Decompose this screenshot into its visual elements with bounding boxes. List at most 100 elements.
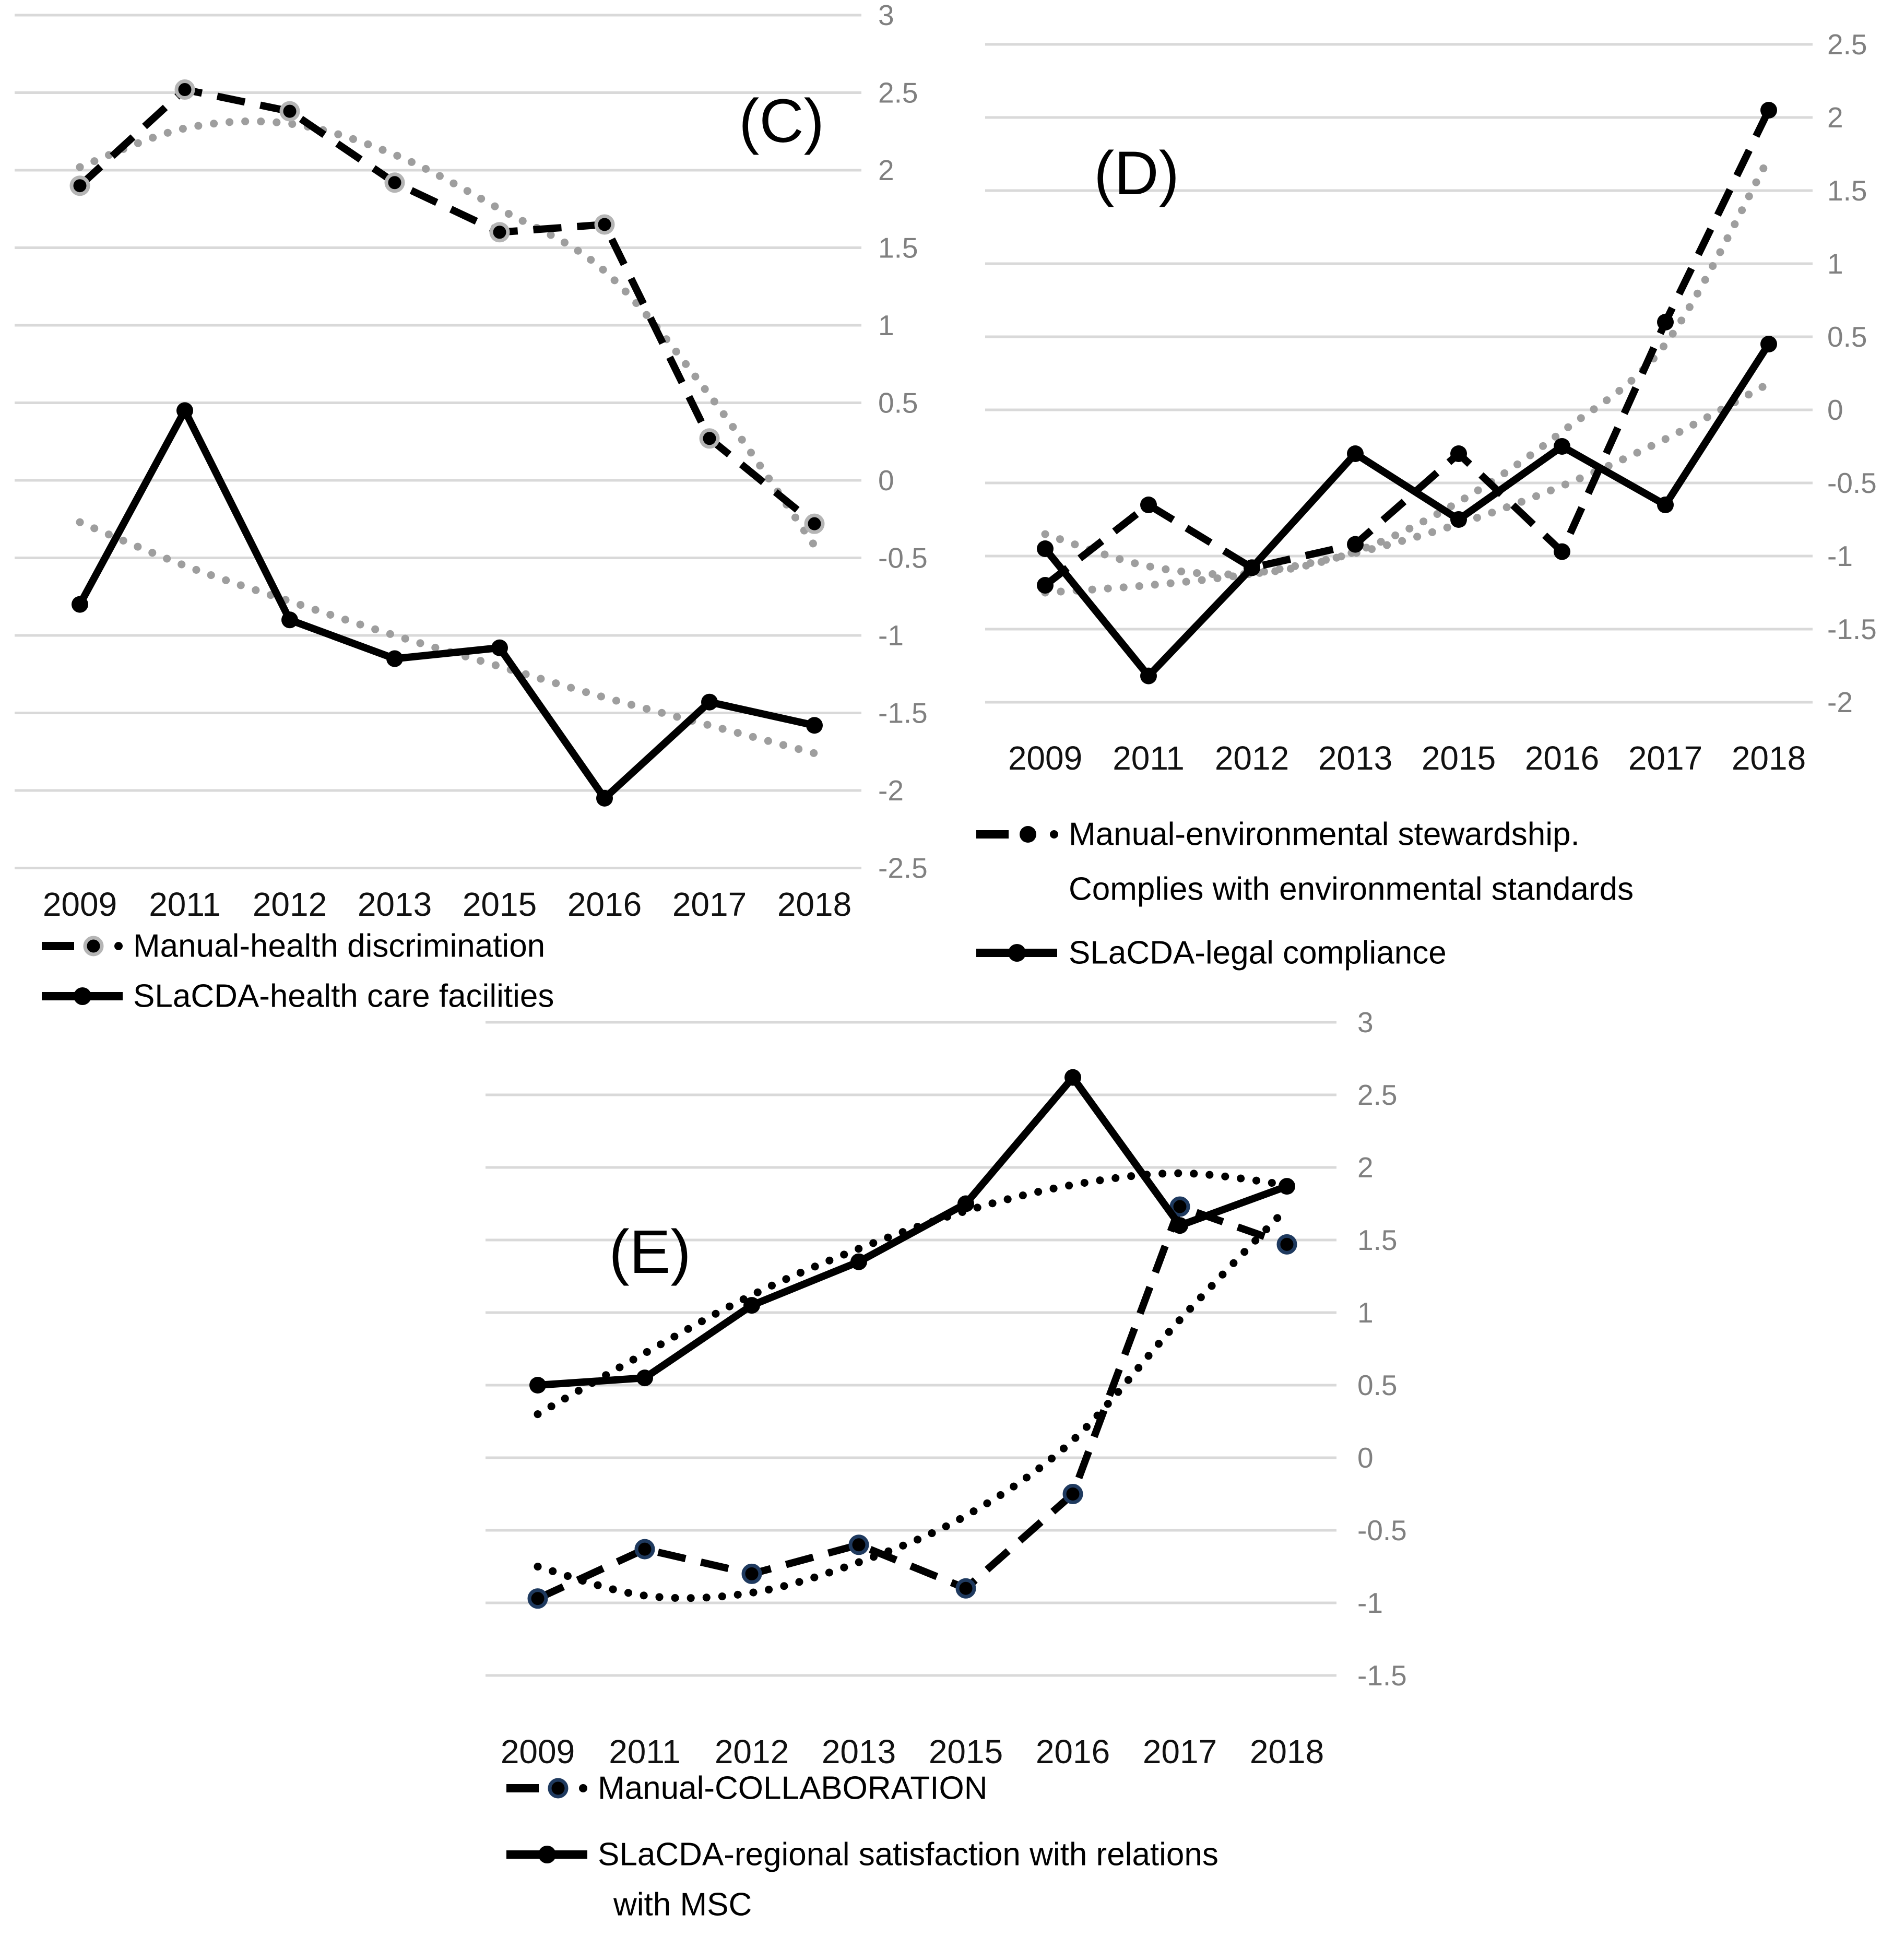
- x-axis-tick-label: 2017: [1628, 739, 1702, 777]
- x-axis-tick-label: 2012: [1215, 739, 1289, 777]
- data-point-marker: [1657, 314, 1674, 330]
- legend-dot-marker: [114, 942, 123, 950]
- legend-point-marker: [548, 1778, 569, 1799]
- data-point-marker: [529, 1377, 546, 1394]
- x-axis-tick-label: 2018: [1250, 1733, 1324, 1770]
- y-axis-tick-label: 3: [1357, 1006, 1374, 1038]
- chart-panel-d: 2.5 2 1.5 1 0.5 0 -0.5 -1 -1.5 -2 2009 2011 2012 2013…: [976, 28, 1877, 971]
- data-point-marker: [1347, 445, 1364, 462]
- series-line-2: [1042, 340, 1772, 680]
- data-point-marker: [489, 222, 510, 243]
- series-line-1: [536, 1203, 1288, 1602]
- trendline: [534, 1204, 1291, 1602]
- x-axis-tick-label: 2018: [777, 885, 851, 923]
- x-axis-tick-label: 2015: [463, 885, 537, 923]
- data-point-marker: [1037, 577, 1054, 594]
- x-axis-tick-label: 2017: [672, 885, 747, 923]
- y-axis-tick-label: 1.5: [1357, 1224, 1397, 1256]
- legend-label: Manual-health discrimination: [133, 928, 545, 964]
- data-point-marker: [72, 596, 88, 613]
- panel-label: (C): [739, 87, 824, 156]
- data-point-marker: [596, 789, 613, 807]
- data-point-marker: [176, 402, 193, 419]
- data-point-marker: [634, 1539, 655, 1560]
- y-axis-tick-label: 0: [1827, 394, 1843, 426]
- legend-point-marker: [74, 987, 91, 1005]
- data-point-marker: [1760, 336, 1777, 352]
- data-point-marker: [741, 1563, 762, 1584]
- x-axis-tick-label: 2013: [358, 885, 432, 923]
- trendline: [534, 1169, 1291, 1419]
- data-point-marker: [636, 1369, 653, 1387]
- y-axis-tick-label: 1: [1357, 1296, 1374, 1329]
- x-axis-tick-label: 2009: [43, 885, 117, 923]
- y-axis-tick-label: 1: [878, 309, 894, 341]
- y-axis-tick-label: -1.5: [1827, 613, 1877, 645]
- x-axis-tick-label: 2018: [1732, 739, 1806, 777]
- y-axis-tick-label: 2: [878, 154, 894, 186]
- y-axis-tick-label: 1.5: [878, 232, 918, 264]
- legend-dot-marker: [579, 1784, 587, 1792]
- legend-point-marker: [1020, 826, 1036, 843]
- data-point-marker: [1064, 1069, 1081, 1086]
- legend-label: SLaCDA-regional satisfaction with relati…: [598, 1837, 1218, 1873]
- x-axis-tick-label: 2013: [1318, 739, 1392, 777]
- x-axis-tick-label: 2013: [822, 1733, 896, 1770]
- y-axis-tick-label: 1: [1827, 247, 1843, 280]
- data-point-marker: [1554, 543, 1570, 560]
- y-axis-tick-label: 0: [1357, 1442, 1374, 1474]
- data-point-marker: [848, 1534, 869, 1555]
- data-point-marker: [850, 1253, 867, 1270]
- trendline: [1041, 154, 1773, 578]
- y-axis-tick-label: 3: [878, 0, 894, 31]
- y-axis-tick-label: -1: [878, 619, 904, 652]
- data-point-marker: [1450, 511, 1467, 528]
- legend-point-marker: [1008, 944, 1026, 962]
- y-axis-tick-label: 2: [1827, 101, 1843, 134]
- y-axis-tick-label: -1: [1357, 1587, 1383, 1619]
- y-axis-tick-label: -0.5: [878, 542, 928, 574]
- y-axis-tick-label: 0.5: [1357, 1369, 1397, 1401]
- data-point-marker: [1062, 1484, 1083, 1504]
- y-axis-tick-label: 2: [1357, 1151, 1374, 1184]
- y-axis-tick-label: 2.5: [878, 77, 918, 109]
- y-axis-tick-label: -0.5: [1357, 1514, 1407, 1546]
- data-point-marker: [957, 1195, 974, 1212]
- panel-label: (D): [1094, 139, 1179, 208]
- trendline: [1041, 380, 1773, 597]
- y-axis-tick-label: -2: [1827, 686, 1853, 718]
- series-line-2: [534, 1073, 1291, 1389]
- x-axis-tick-label: 2015: [929, 1733, 1003, 1770]
- y-axis-tick-label: -1: [1827, 540, 1853, 572]
- y-axis-tick-label: 0.5: [878, 387, 918, 419]
- y-axis-tick-label: 2.5: [1827, 28, 1867, 61]
- x-axis-tick-label: 2011: [1113, 739, 1185, 777]
- legend-label: SLaCDA-health care facilities: [133, 978, 554, 1014]
- data-point-marker: [1140, 667, 1157, 684]
- legend-label: Complies with environmental standards: [1069, 871, 1634, 907]
- data-point-marker: [594, 214, 615, 235]
- x-axis-tick-label: 2015: [1422, 739, 1496, 777]
- series-line-2: [76, 407, 818, 802]
- legend-point-marker: [83, 936, 104, 957]
- data-point-marker: [701, 693, 718, 711]
- data-point-marker: [1172, 1217, 1188, 1234]
- x-axis-tick-label: 2011: [149, 885, 221, 923]
- data-point-marker: [527, 1588, 548, 1609]
- y-axis-tick-label: -2: [878, 774, 904, 807]
- data-point-marker: [174, 79, 195, 100]
- x-axis-tick-label: 2009: [501, 1733, 575, 1770]
- data-point-marker: [281, 611, 298, 629]
- data-point-marker: [384, 172, 405, 193]
- data-point-marker: [804, 513, 825, 534]
- data-point-marker: [279, 101, 300, 122]
- y-axis-tick-label: 0: [878, 464, 894, 497]
- trendline: [76, 117, 819, 550]
- series-line-1: [77, 86, 817, 527]
- data-point-marker: [1140, 497, 1157, 513]
- x-axis-tick-label: 2017: [1143, 1733, 1217, 1770]
- y-axis-tick-label: -1.5: [1357, 1659, 1407, 1692]
- legend-label: Manual-COLLABORATION: [598, 1770, 988, 1806]
- y-axis-tick-label: 1.5: [1827, 174, 1867, 207]
